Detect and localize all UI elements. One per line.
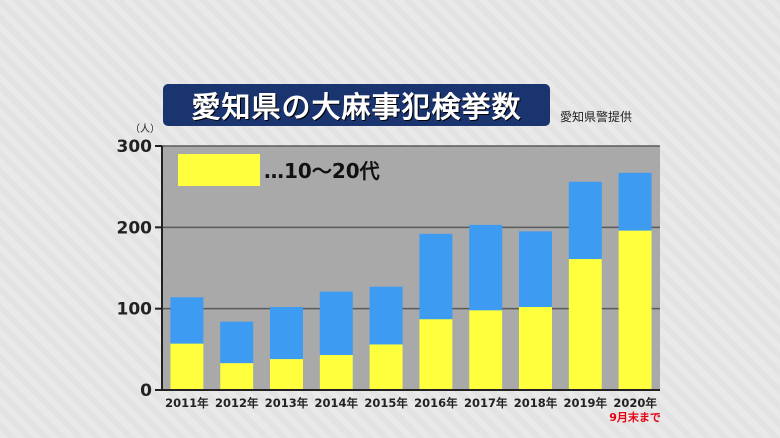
- x-tick-label: 2018年: [514, 396, 558, 410]
- axes: 0 100 200 300 2011年 2012年 2013年 2014年 2015年 2016年…: [117, 137, 660, 410]
- legend-swatch-youth: [178, 154, 260, 186]
- y-tick-label: 100: [117, 300, 153, 320]
- bar-youth: [419, 319, 453, 390]
- bar-youth: [519, 307, 552, 390]
- y-tick-label: 200: [117, 218, 153, 238]
- y-tick-label: 0: [140, 381, 152, 401]
- y-axis-unit: （人）: [130, 123, 160, 135]
- x-tick-label: 2020年: [613, 396, 657, 410]
- legend: …10～20代: [178, 154, 380, 186]
- y-tick-label: 300: [117, 137, 153, 157]
- bars: [170, 172, 652, 390]
- bar-youth: [618, 230, 652, 390]
- x-tick-label: 2014年: [315, 396, 359, 410]
- last-category-note: 9月末まで: [609, 410, 661, 424]
- bar-youth: [319, 355, 353, 390]
- chart-title: 愛知県の大麻事犯検挙数: [191, 90, 522, 124]
- bar-youth: [220, 363, 254, 390]
- x-tick-label: 2012年: [215, 396, 259, 410]
- bar-youth: [469, 310, 503, 390]
- x-tick-label: 2017年: [464, 396, 508, 410]
- chart-title-banner: 愛知県の大麻事犯検挙数: [163, 84, 550, 126]
- x-tick-label: 2013年: [265, 396, 309, 410]
- bar-youth: [270, 359, 303, 390]
- source-credit: 愛知県警提供: [560, 110, 633, 124]
- bar-youth: [369, 344, 403, 390]
- x-tick-label: 2016年: [414, 396, 458, 410]
- x-tick-label: 2015年: [364, 396, 408, 410]
- x-tick-label: 2011年: [165, 396, 209, 410]
- bar-youth: [170, 343, 204, 390]
- legend-label: …10～20代: [264, 159, 380, 183]
- x-tick-label: 2019年: [564, 396, 608, 410]
- bar-youth: [568, 259, 602, 390]
